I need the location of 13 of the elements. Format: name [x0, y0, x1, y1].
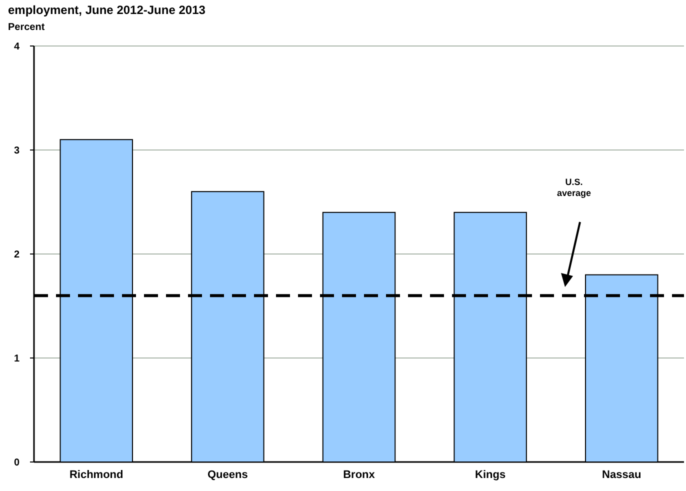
y-tick-label: 4	[14, 42, 20, 52]
y-tick-label: 0	[14, 458, 20, 468]
x-tick-label: Kings	[475, 469, 506, 481]
x-tick-label: Richmond	[69, 469, 124, 481]
y-axis-title: Percent	[8, 22, 46, 33]
x-tick-label: Bronx	[343, 469, 376, 481]
ref-line-label: U.S. average	[556, 177, 592, 198]
x-tick-label: Nassau	[602, 469, 642, 481]
y-tick-label: 3	[14, 146, 20, 156]
y-tick-label: 1	[14, 354, 20, 364]
y-tick-label: 2	[14, 250, 20, 260]
x-tick-label: Queens	[208, 469, 248, 481]
chart-title: employment, June 2012-June 2013	[8, 3, 206, 17]
